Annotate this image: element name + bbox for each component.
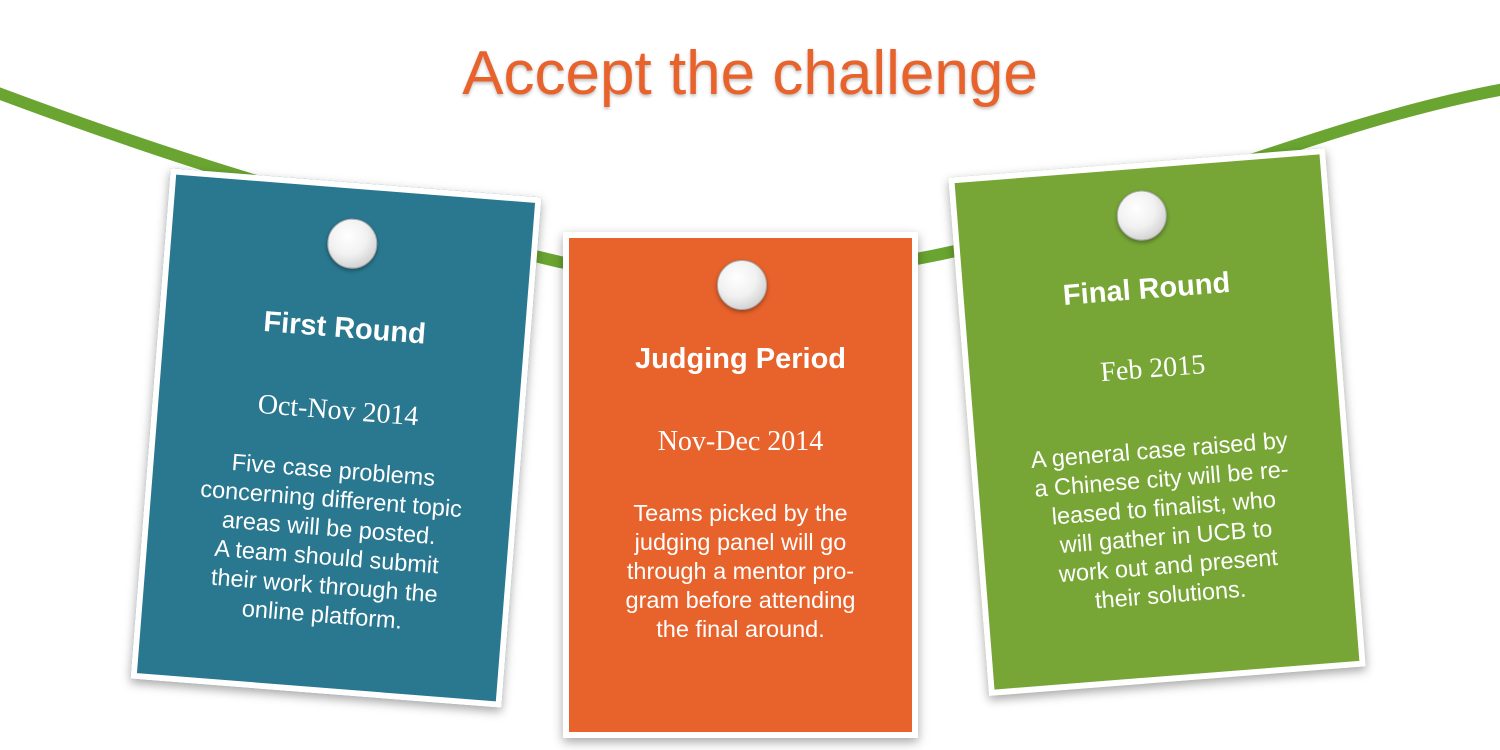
final-round-description: A general case raised by a Chinese city … <box>1029 426 1290 614</box>
judging-period-description: Teams picked by the judging panel will g… <box>625 500 856 642</box>
first-round-description: Five case problems concerning different … <box>199 448 463 634</box>
first-round-heading: First Round <box>262 306 427 351</box>
pushpin-icon <box>325 216 380 271</box>
judging-period-card: Judging Period Nov-Dec 2014 Teams picked… <box>563 232 918 738</box>
page-title: Accept the challenge <box>462 39 1038 108</box>
first-round-date: Oct-Nov 2014 <box>256 388 420 433</box>
final-round-heading: Final Round <box>1061 266 1232 312</box>
first-round-card: First Round Oct-Nov 2014 Five case probl… <box>130 168 542 708</box>
judging-period-date: Nov-Dec 2014 <box>657 426 824 457</box>
judging-period-heading: Judging Period <box>634 343 847 375</box>
pushpin-icon <box>716 260 767 310</box>
final-round-card: Final Round Feb 2015 A general case rais… <box>948 147 1366 697</box>
final-round-date: Feb 2015 <box>1099 349 1207 389</box>
pushpin-icon <box>1114 188 1169 243</box>
